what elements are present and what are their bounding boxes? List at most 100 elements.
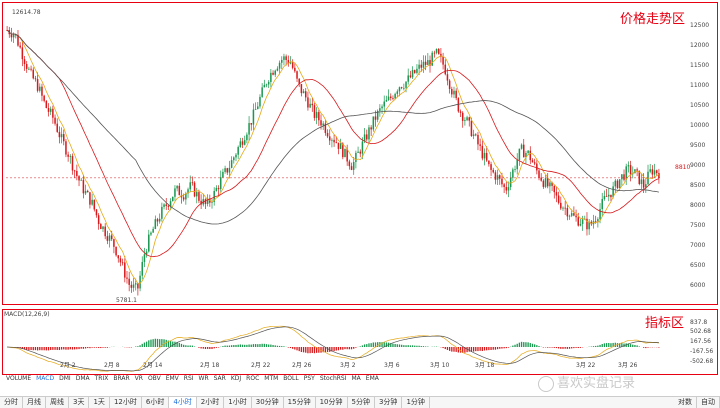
candle-body: [307, 97, 309, 108]
period-tab[interactable]: 分时: [0, 397, 23, 408]
candle-body: [566, 208, 569, 217]
indicator-tab-obv[interactable]: OBV: [147, 375, 161, 382]
period-tab[interactable]: 15分钟: [284, 397, 316, 408]
indicator-panel[interactable]: [2, 309, 718, 375]
candle-body: [451, 88, 453, 95]
candle-body: [638, 170, 641, 185]
candle-body: [568, 215, 571, 217]
indicator-tab-stochrsi[interactable]: StochRSI: [319, 375, 347, 382]
candle-body: [187, 189, 189, 194]
indicator-tab-emv[interactable]: EMV: [165, 375, 179, 382]
period-tab[interactable]: 12小时: [110, 397, 142, 408]
indicator-tab-ema[interactable]: EMA: [365, 375, 379, 382]
period-tab[interactable]: 3分钟: [375, 397, 403, 408]
indicator-tab-volume[interactable]: VOLUME: [6, 375, 32, 382]
indicator-tabs: VOLUME MACD DMI DMA TRIX BRAR VR OBV EMV RSI WR SAR…: [6, 375, 379, 386]
candle-body: [361, 141, 364, 154]
candle-body: [154, 219, 157, 229]
date-tick-label: 2月 2: [60, 362, 76, 369]
candle-body: [126, 277, 128, 279]
indicator-tab-brar[interactable]: BRAR: [113, 375, 130, 382]
period-tab[interactable]: 1分钟: [402, 397, 430, 408]
candle-body: [172, 196, 174, 202]
candle-body: [455, 90, 457, 99]
candle-body: [520, 144, 523, 149]
indicator-tab-roc[interactable]: ROC: [246, 375, 260, 382]
indicator-tab-sar[interactable]: SAR: [213, 375, 226, 382]
candle-body: [472, 134, 475, 137]
candle-body: [141, 261, 144, 276]
indicator-tab-rsi[interactable]: RSI: [183, 375, 194, 382]
candle-body: [119, 258, 122, 263]
period-tab[interactable]: 月线: [23, 397, 46, 408]
price-panel[interactable]: [2, 2, 718, 305]
candle-body: [313, 105, 316, 118]
period-tab[interactable]: 周线: [46, 397, 69, 408]
candle-body: [499, 175, 501, 179]
candle-body: [464, 120, 466, 121]
candle-body: [58, 131, 61, 138]
indicator-tab-macd[interactable]: MACD: [36, 375, 55, 382]
candle-body: [84, 190, 87, 194]
candle-body: [603, 196, 606, 200]
period-tab[interactable]: 2小时: [197, 397, 225, 408]
candle-body: [444, 64, 447, 75]
candle-body: [333, 139, 335, 143]
candle-body: [291, 62, 294, 68]
candle-body: [376, 110, 379, 120]
candle-body: [621, 174, 623, 180]
candle-body: [132, 284, 135, 288]
candle-body: [21, 47, 24, 60]
candle-body: [368, 127, 370, 140]
toolbar-button[interactable]: 对数: [674, 397, 697, 408]
candle-body: [418, 64, 420, 69]
period-tab[interactable]: 1天: [89, 397, 110, 408]
candle-body: [342, 143, 344, 158]
period-tab[interactable]: 6小时: [142, 397, 170, 408]
indicator-tab-wr[interactable]: WR: [198, 375, 209, 382]
indicator-tab-kdj[interactable]: KDJ: [230, 375, 242, 382]
period-tab[interactable]: 30分钟: [252, 397, 284, 408]
candle-body: [19, 45, 21, 48]
candle-body: [560, 202, 562, 209]
candle-body: [115, 246, 117, 256]
candle-body: [274, 70, 276, 75]
indicator-tab-psy[interactable]: PSY: [303, 375, 315, 382]
indicator-tab-dmi[interactable]: DMI: [59, 375, 71, 382]
period-bar: 分时 月线 周线 3天 1天 12小时 6小时 4小时 2小时 1小时 30分钟 15分钟 10分钟 5分…: [0, 396, 720, 408]
candle-body: [41, 86, 43, 96]
period-tab[interactable]: 4小时: [169, 397, 197, 408]
candle-body: [161, 206, 163, 219]
candle-body: [104, 226, 106, 237]
candle-body: [612, 186, 614, 198]
indicator-tab-dma[interactable]: DMA: [75, 375, 90, 382]
toolbar-button[interactable]: 自动: [697, 397, 720, 408]
indicator-tab-boll[interactable]: BOLL: [283, 375, 299, 382]
candle-body: [442, 56, 444, 65]
price-tick-label: 6000: [690, 282, 706, 289]
indicator-tab-vr[interactable]: VR: [134, 375, 143, 382]
candle-body: [108, 235, 111, 241]
candle-body: [459, 111, 462, 113]
watermark-text: 喜欢实盘记录: [557, 376, 636, 391]
candle-body: [191, 182, 194, 184]
period-tab[interactable]: 5分钟: [348, 397, 375, 408]
candle-body: [195, 192, 198, 197]
candle-body: [110, 235, 113, 240]
candle-body: [25, 64, 28, 69]
period-tab[interactable]: 1小时: [224, 397, 252, 408]
candle-body: [139, 275, 141, 289]
period-bar-spacer: [430, 397, 674, 408]
candle-body: [512, 169, 514, 178]
candle-body: [424, 61, 427, 65]
indicator-tab-ma[interactable]: MA: [351, 375, 361, 382]
indicator-tab-mtm[interactable]: MTM: [264, 375, 279, 382]
high-annotation: 12614.78: [12, 9, 41, 16]
indicator-tab-trix[interactable]: TRIX: [94, 375, 109, 382]
candle-body: [448, 80, 451, 89]
price-tick-label: 11500: [690, 62, 710, 69]
candle-body: [82, 179, 85, 194]
period-tab[interactable]: 10分钟: [316, 397, 348, 408]
period-tab[interactable]: 3天: [69, 397, 90, 408]
